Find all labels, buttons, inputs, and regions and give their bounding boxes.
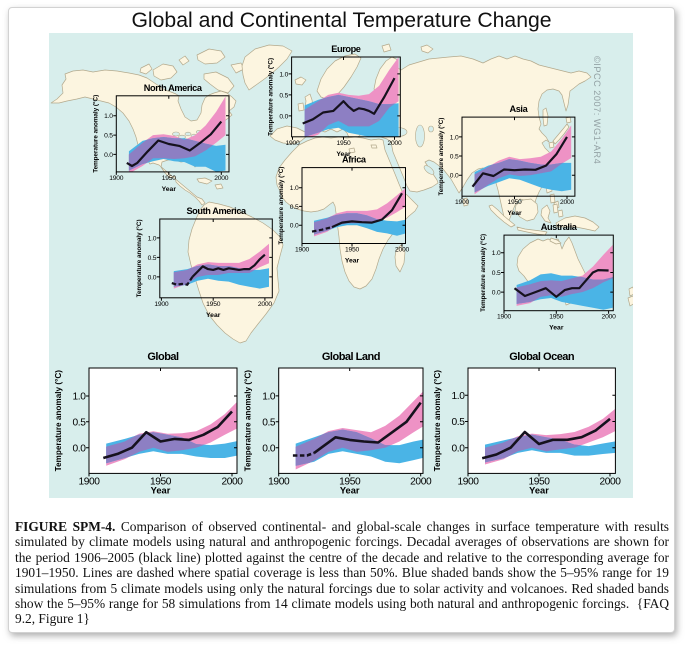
svg-text:2000: 2000: [258, 301, 273, 308]
svg-text:1900: 1900: [285, 140, 300, 147]
svg-text:1900: 1900: [455, 199, 470, 206]
svg-text:Temperature anomaly (°C): Temperature anomaly (°C): [479, 234, 487, 312]
svg-text:Africa: Africa: [342, 155, 367, 165]
svg-text:Temperature anomaly (°C): Temperature anomaly (°C): [267, 58, 275, 136]
svg-text:1950: 1950: [336, 140, 351, 147]
svg-text:2000: 2000: [599, 476, 621, 487]
svg-text:0.5: 0.5: [148, 255, 157, 262]
svg-text:1950: 1950: [162, 175, 177, 182]
svg-text:2000: 2000: [395, 247, 410, 254]
svg-text:Australia: Australia: [541, 222, 578, 232]
svg-text:0.5: 0.5: [279, 92, 288, 99]
svg-text:0.0: 0.0: [262, 443, 276, 454]
svg-text:1.0: 1.0: [279, 71, 288, 78]
svg-text:2000: 2000: [221, 476, 243, 487]
svg-text:Year: Year: [151, 485, 171, 495]
svg-text:0.0: 0.0: [290, 223, 299, 230]
svg-text:North America: North America: [144, 83, 203, 93]
svg-text:Temperature anomaly (°C): Temperature anomaly (°C): [244, 370, 253, 472]
svg-text:0.5: 0.5: [450, 154, 459, 161]
svg-text:1900: 1900: [154, 301, 169, 308]
svg-text:Temperature anomaly (°C): Temperature anomaly (°C): [91, 95, 99, 173]
svg-text:0.5: 0.5: [73, 418, 87, 429]
svg-text:1.0: 1.0: [262, 392, 276, 403]
svg-text:0.0: 0.0: [452, 443, 466, 454]
svg-text:1.0: 1.0: [492, 250, 501, 257]
svg-text:0.0: 0.0: [73, 443, 87, 454]
svg-text:0.5: 0.5: [262, 418, 276, 429]
svg-text:Asia: Asia: [509, 104, 528, 114]
svg-text:1.0: 1.0: [73, 392, 87, 403]
svg-text:1900: 1900: [109, 175, 124, 182]
svg-text:2000: 2000: [560, 199, 575, 206]
svg-text:Year: Year: [206, 312, 221, 319]
svg-text:0.5: 0.5: [104, 133, 113, 140]
svg-text:Global: Global: [147, 351, 179, 363]
svg-text:0.0: 0.0: [492, 290, 501, 297]
svg-text:1.0: 1.0: [450, 134, 459, 141]
svg-text:Year: Year: [336, 151, 351, 158]
svg-text:0.0: 0.0: [104, 152, 113, 159]
svg-text:0.5: 0.5: [290, 204, 299, 211]
svg-text:2000: 2000: [214, 175, 229, 182]
svg-text:1950: 1950: [206, 301, 221, 308]
svg-text:Temperature anomaly (°C): Temperature anomaly (°C): [437, 118, 445, 196]
svg-text:1950: 1950: [549, 314, 564, 321]
svg-text:2000: 2000: [387, 140, 402, 147]
svg-text:1900: 1900: [78, 476, 100, 487]
svg-text:2000: 2000: [602, 314, 617, 321]
svg-text:Temperature anomaly (°C): Temperature anomaly (°C): [135, 219, 143, 297]
svg-text:Temperature anomaly (°C): Temperature anomaly (°C): [277, 167, 285, 245]
svg-text:1950: 1950: [507, 199, 522, 206]
svg-text:Year: Year: [549, 325, 564, 332]
svg-text:Global Land: Global Land: [322, 351, 380, 363]
svg-text:1.0: 1.0: [290, 185, 299, 192]
svg-text:1950: 1950: [339, 476, 361, 487]
svg-text:1950: 1950: [528, 476, 550, 487]
svg-text:1900: 1900: [457, 476, 479, 487]
svg-text:Europe: Europe: [331, 44, 361, 54]
svg-text:0.0: 0.0: [148, 274, 157, 281]
svg-text:Year: Year: [340, 485, 360, 495]
svg-text:South America: South America: [186, 206, 247, 216]
svg-text:Temperature anomaly (°C): Temperature anomaly (°C): [433, 370, 442, 472]
svg-text:1.0: 1.0: [104, 113, 113, 120]
svg-text:1.0: 1.0: [452, 391, 466, 402]
svg-text:Temperature anomaly (°C): Temperature anomaly (°C): [54, 370, 63, 472]
svg-text:1.0: 1.0: [148, 235, 157, 242]
svg-text:Year: Year: [529, 485, 549, 495]
svg-text:Year: Year: [345, 258, 360, 265]
svg-text:0.0: 0.0: [279, 113, 288, 120]
svg-text:Year: Year: [507, 210, 522, 217]
svg-text:1900: 1900: [497, 314, 512, 321]
svg-text:0.5: 0.5: [452, 417, 466, 428]
svg-text:2000: 2000: [410, 476, 432, 487]
svg-text:1950: 1950: [345, 247, 360, 254]
svg-text:Year: Year: [162, 186, 177, 193]
svg-text:1900: 1900: [268, 476, 290, 487]
svg-text:0.5: 0.5: [492, 270, 501, 277]
svg-text:1950: 1950: [150, 476, 172, 487]
svg-text:0.0: 0.0: [450, 173, 459, 180]
svg-text:Global Ocean: Global Ocean: [509, 351, 575, 363]
svg-text:1900: 1900: [295, 247, 310, 254]
